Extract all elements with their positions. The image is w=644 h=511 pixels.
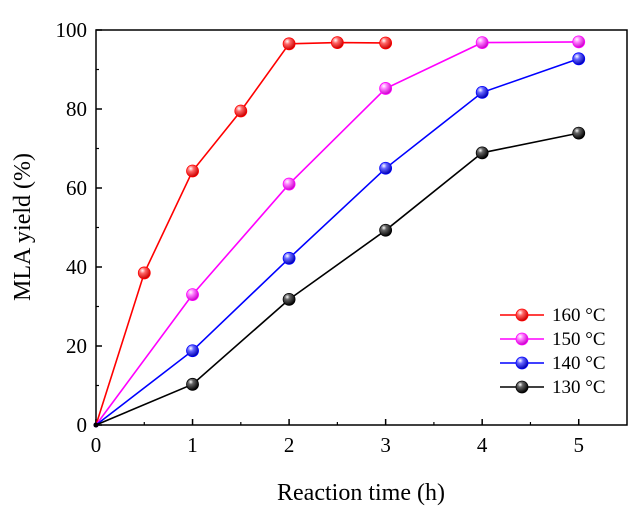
data-point: [330, 36, 344, 50]
data-point: [137, 266, 151, 280]
data-point: [186, 288, 199, 302]
x-tick-label: 5: [573, 433, 584, 457]
legend-marker: [515, 380, 529, 394]
series-line: [95, 58, 579, 426]
x-tick-label: 0: [91, 433, 102, 457]
legend-marker: [515, 332, 529, 346]
y-tick-label: 80: [66, 97, 87, 121]
data-point: [475, 86, 489, 99]
data-point: [282, 292, 296, 306]
series-0: [93, 36, 393, 428]
y-axis-title: MLA yield (%): [10, 153, 36, 301]
y-tick-label: 40: [66, 255, 87, 279]
data-point: [572, 52, 586, 66]
y-tick-label: 0: [77, 413, 88, 437]
data-point: [572, 35, 586, 49]
legend: 160 °C 150 °C 140 °C 130 °C: [500, 305, 606, 398]
data-point: [234, 104, 248, 118]
y-tick-label: 60: [66, 176, 87, 200]
x-tick-label: 3: [380, 433, 391, 457]
x-ticks: 0 1 2 3 4 5: [91, 419, 584, 457]
data-point: [186, 377, 199, 391]
legend-item: 160 °C: [500, 305, 606, 326]
legend-label: 140 °C: [552, 353, 606, 374]
data-point: [186, 164, 199, 178]
legend-item: 140 °C: [500, 353, 606, 374]
series-1: [93, 35, 586, 428]
series-line: [95, 41, 579, 426]
x-tick-label: 4: [477, 433, 488, 457]
legend-marker: [515, 356, 529, 370]
data-point: [379, 223, 393, 237]
data-point: [379, 161, 393, 175]
legend-label: 130 °C: [552, 377, 606, 398]
series-3: [93, 126, 586, 428]
y-tick-label: 100: [56, 18, 88, 42]
x-axis-title: Reaction time (h): [277, 480, 445, 506]
plot-frame: [95, 29, 628, 426]
y-ticks: 0 20 40 60 80 100: [56, 18, 102, 437]
legend-label: 150 °C: [552, 329, 606, 350]
data-point: [475, 36, 489, 50]
legend-item: 150 °C: [500, 329, 606, 350]
data-point: [572, 126, 586, 140]
legend-label: 160 °C: [552, 305, 606, 326]
x-tick-label: 2: [284, 433, 295, 457]
data-point: [475, 146, 489, 160]
series-line: [95, 132, 579, 426]
data-point: [282, 37, 296, 51]
data-point: [282, 177, 296, 191]
series-layer: [93, 35, 586, 428]
data-point: [379, 82, 393, 95]
y-tick-label: 20: [66, 334, 87, 358]
legend-marker: [515, 308, 529, 322]
data-point: [186, 344, 199, 358]
series-2: [93, 52, 586, 428]
data-point: [379, 36, 393, 50]
data-point: [93, 422, 99, 428]
x-tick-label: 1: [187, 433, 198, 457]
legend-item: 130 °C: [500, 377, 606, 398]
data-point: [282, 251, 296, 265]
